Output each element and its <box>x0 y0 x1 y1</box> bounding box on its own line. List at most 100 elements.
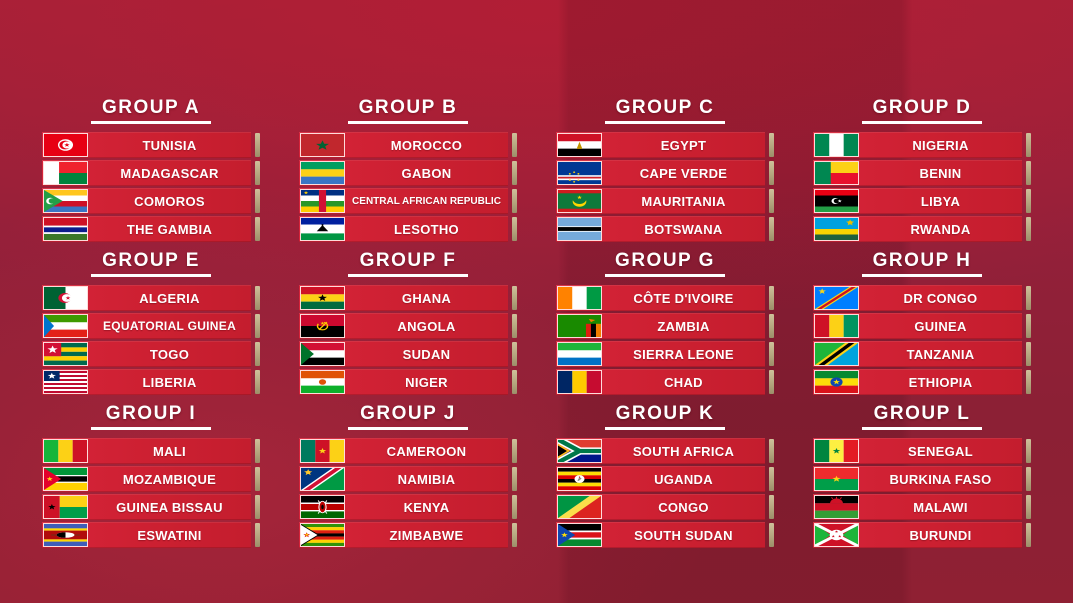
team-name: ESWATINI <box>137 527 202 543</box>
team-name: RWANDA <box>910 221 971 237</box>
guinea-flag-icon <box>814 314 859 338</box>
team-name: SUDAN <box>402 346 451 362</box>
team-row-kenya: KENYA <box>299 494 517 520</box>
team-name: EGYPT <box>660 137 707 153</box>
team-name: NIGER <box>405 374 448 390</box>
team-bar: RWANDA <box>813 216 1022 242</box>
group-title: GROUP A <box>91 97 211 124</box>
team-name: ZIMBABWE <box>389 527 464 543</box>
group-teams: MALI MOZAMBIQUE GUINEA BISSAU ESWATINI <box>42 438 260 548</box>
team-row-drc: DR CONGO <box>813 285 1031 311</box>
team-name: DR CONGO <box>903 290 978 306</box>
team-row-burkina_faso: BURKINA FASO <box>813 466 1031 492</box>
guinea-bissau-flag-icon <box>43 495 88 519</box>
team-name: BURKINA FASO <box>889 471 992 487</box>
group-teams: SOUTH AFRICA UGANDA CONGO SOUTH SUDAN <box>556 438 774 548</box>
lesotho-flag-icon <box>300 217 345 241</box>
team-name: CAMEROON <box>386 443 467 459</box>
team-row-south_sudan: SOUTH SUDAN <box>556 522 774 548</box>
row-tick-icon <box>769 439 774 463</box>
team-name: LIBERIA <box>142 374 197 390</box>
row-tick-icon <box>1026 342 1031 366</box>
row-tick-icon <box>1026 189 1031 213</box>
team-row-morocco: MOROCCO <box>299 132 517 158</box>
team-bar: CÔTE D'IVOIRE <box>556 285 765 311</box>
botswana-flag-icon <box>557 217 602 241</box>
angola-flag-icon <box>300 314 345 338</box>
cameroon-flag-icon <box>300 439 345 463</box>
team-name: TUNISIA <box>142 137 197 153</box>
row-tick-icon <box>769 189 774 213</box>
row-tick-icon <box>255 217 260 241</box>
row-tick-icon <box>512 467 517 491</box>
south-africa-flag-icon <box>557 439 602 463</box>
team-bar: CAMEROON <box>299 438 508 464</box>
malawi-flag-icon <box>814 495 859 519</box>
team-bar: LESOTHO <box>299 216 508 242</box>
team-name: MALAWI <box>913 499 968 515</box>
team-row-mauritania: MAURITANIA <box>556 188 774 214</box>
group-g: GROUP G CÔTE D'IVOIRE ZAMBIA SIERRA LEONE CH… <box>556 250 774 395</box>
team-bar: GUINEA <box>813 313 1022 339</box>
egypt-flag-icon <box>557 133 602 157</box>
burundi-flag-icon <box>814 523 859 547</box>
civ-flag-icon <box>557 286 602 310</box>
group-i: GROUP I MALI MOZAMBIQUE GUINEA BISSAU ESWATI… <box>42 403 260 548</box>
team-row-niger: NIGER <box>299 369 517 395</box>
group-title: GROUP J <box>348 403 468 430</box>
team-bar: ALGERIA <box>42 285 251 311</box>
algeria-flag-icon <box>43 286 88 310</box>
team-row-libya: LIBYA <box>813 188 1031 214</box>
team-bar: MAURITANIA <box>556 188 765 214</box>
team-bar: TOGO <box>42 341 251 367</box>
team-bar: TANZANIA <box>813 341 1022 367</box>
team-bar: LIBERIA <box>42 369 251 395</box>
team-row-benin: BENIN <box>813 160 1031 186</box>
rwanda-flag-icon <box>814 217 859 241</box>
team-bar: BOTSWANA <box>556 216 765 242</box>
benin-flag-icon <box>814 161 859 185</box>
team-bar: DR CONGO <box>813 285 1022 311</box>
sudan-flag-icon <box>300 342 345 366</box>
row-tick-icon <box>769 286 774 310</box>
team-bar: COMOROS <box>42 188 251 214</box>
team-name: THE GAMBIA <box>126 221 213 237</box>
team-row-gambia: THE GAMBIA <box>42 216 260 242</box>
group-a: GROUP A TUNISIA MADAGASCAR COMOROS THE GAMBI… <box>42 97 260 242</box>
group-teams: GHANA ANGOLA SUDAN NIGER <box>299 285 517 395</box>
team-name: MAURITANIA <box>641 193 726 209</box>
group-k: GROUP K SOUTH AFRICA UGANDA CONGO SOUTH SUDA… <box>556 403 774 548</box>
team-bar: SOUTH AFRICA <box>556 438 765 464</box>
team-name: CÔTE D'IVOIRE <box>633 290 734 306</box>
team-row-gabon: GABON <box>299 160 517 186</box>
team-row-algeria: ALGERIA <box>42 285 260 311</box>
row-tick-icon <box>512 217 517 241</box>
row-tick-icon <box>255 161 260 185</box>
row-tick-icon <box>512 495 517 519</box>
group-title: GROUP G <box>605 250 725 277</box>
team-bar: ANGOLA <box>299 313 508 339</box>
row-tick-icon <box>1026 439 1031 463</box>
team-bar: ESWATINI <box>42 522 251 548</box>
kenya-flag-icon <box>300 495 345 519</box>
team-row-namibia: NAMIBIA <box>299 466 517 492</box>
team-bar: CONGO <box>556 494 765 520</box>
team-name: GHANA <box>401 290 452 306</box>
team-name: MOROCCO <box>390 137 463 153</box>
team-name: TANZANIA <box>906 346 975 362</box>
team-name: SOUTH AFRICA <box>632 443 735 459</box>
team-name: SIERRA LEONE <box>633 346 734 362</box>
group-teams: NIGERIA BENIN LIBYA RWANDA <box>813 132 1031 242</box>
row-tick-icon <box>512 286 517 310</box>
senegal-flag-icon <box>814 439 859 463</box>
groups-grid: GROUP A TUNISIA MADAGASCAR COMOROS THE GAMBI… <box>0 97 1073 548</box>
team-name: GABON <box>401 165 452 181</box>
cape-verde-flag-icon <box>557 161 602 185</box>
team-name: NIGERIA <box>912 137 969 153</box>
team-row-ethiopia: ETHIOPIA <box>813 369 1031 395</box>
team-name: CENTRAL AFRICAN REPUBLIC <box>352 195 501 207</box>
group-teams: MOROCCO GABON CENTRAL AFRICAN REPUBLIC LESO… <box>299 132 517 242</box>
team-row-zambia: ZAMBIA <box>556 313 774 339</box>
group-l: GROUP L SENEGAL BURKINA FASO MALAWI BURUNDI <box>813 403 1031 548</box>
